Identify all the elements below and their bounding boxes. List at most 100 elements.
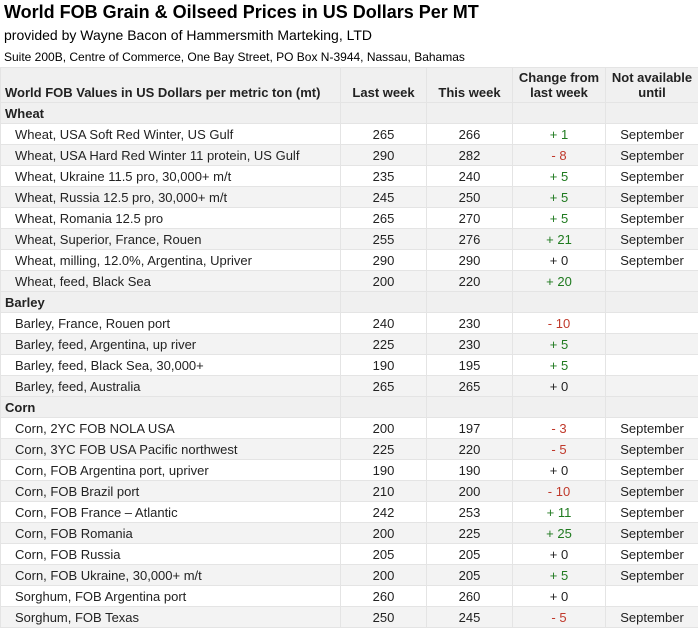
commodity-name-cell: Sorghum, FOB Texas <box>0 606 341 628</box>
table-row: Wheat, Ukraine 11.5 pro, 30,000+ m/t 235 2… <box>0 165 698 187</box>
column-header-not-available: Not available until <box>605 67 698 103</box>
not-available-cell: September <box>605 144 698 166</box>
change-cell: + 5 <box>512 333 606 355</box>
last-week-cell: 200 <box>340 522 427 544</box>
this-week-cell: 250 <box>426 186 513 208</box>
address-line: Suite 200B, Centre of Commerce, One Bay … <box>4 50 465 64</box>
this-week-cell: 220 <box>426 270 513 292</box>
last-week-cell: 200 <box>340 417 427 439</box>
commodity-name-cell: Corn, FOB Romania <box>0 522 341 544</box>
table-row: Wheat, Russia 12.5 pro, 30,000+ m/t 245 25… <box>0 186 698 208</box>
change-cell: + 25 <box>512 522 606 544</box>
last-week-cell: 242 <box>340 501 427 523</box>
this-week-cell: 190 <box>426 459 513 481</box>
table-row: Wheat, USA Soft Red Winter, US Gulf 265 26… <box>0 123 698 145</box>
not-available-cell: September <box>605 501 698 523</box>
this-week-cell: 265 <box>426 375 513 397</box>
not-available-cell: September <box>605 522 698 544</box>
not-available-cell <box>605 375 698 397</box>
last-week-cell: 265 <box>340 207 427 229</box>
change-cell: + 5 <box>512 354 606 376</box>
table-row: Wheat, feed, Black Sea 200 220 + 20 <box>0 270 698 292</box>
table-row: Wheat, USA Hard Red Winter 11 protein, U… <box>0 144 698 166</box>
table-row: Corn, FOB France – Atlantic 242 253 + 11 Sep… <box>0 501 698 523</box>
section-title: Barley <box>0 291 341 313</box>
this-week-cell: 270 <box>426 207 513 229</box>
change-cell: - 10 <box>512 480 606 502</box>
last-week-cell: 265 <box>340 123 427 145</box>
section-empty-cell <box>512 291 606 313</box>
table-row: Corn, FOB Romania 200 225 + 25 September <box>0 522 698 544</box>
column-header-this-week: This week <box>426 67 513 103</box>
commodity-name-cell: Corn, FOB Ukraine, 30,000+ m/t <box>0 564 341 586</box>
commodity-name-cell: Barley, feed, Black Sea, 30,000+ <box>0 354 341 376</box>
section-empty-cell <box>605 102 698 124</box>
table-row: Corn, FOB Argentina port, upriver 190 190 +… <box>0 459 698 481</box>
last-week-cell: 240 <box>340 312 427 334</box>
this-week-cell: 266 <box>426 123 513 145</box>
this-week-cell: 245 <box>426 606 513 628</box>
commodity-name-cell: Corn, FOB Russia <box>0 543 341 565</box>
table-row: Corn, 2YC FOB NOLA USA 200 197- 3 September <box>0 417 698 439</box>
commodity-name-cell: Wheat, milling, 12.0%, Argentina, Uprive… <box>0 249 341 271</box>
this-week-cell: 225 <box>426 522 513 544</box>
change-cell: + 5 <box>512 564 606 586</box>
not-available-cell: September <box>605 417 698 439</box>
commodity-name-cell: Wheat, USA Soft Red Winter, US Gulf <box>0 123 341 145</box>
not-available-cell <box>605 312 698 334</box>
last-week-cell: 260 <box>340 585 427 607</box>
this-week-cell: 240 <box>426 165 513 187</box>
commodity-name-cell: Wheat, USA Hard Red Winter 11 protein, U… <box>0 144 341 166</box>
section-empty-cell <box>340 102 427 124</box>
commodity-name-cell: Barley, feed, Argentina, up river <box>0 333 341 355</box>
last-week-cell: 235 <box>340 165 427 187</box>
last-week-cell: 190 <box>340 459 427 481</box>
not-available-cell: September <box>605 165 698 187</box>
not-available-cell <box>605 354 698 376</box>
commodity-name-cell: Corn, FOB Brazil port <box>0 480 341 502</box>
table-row: Barley, feed, Australia 265 265 + 0 <box>0 375 698 397</box>
section-empty-cell <box>605 396 698 418</box>
change-cell: + 0 <box>512 249 606 271</box>
this-week-cell: 230 <box>426 312 513 334</box>
section-empty-cell <box>605 291 698 313</box>
last-week-cell: 290 <box>340 144 427 166</box>
table-row: Wheat, Romania 12.5 pro 265 270 + 5 Septembe… <box>0 207 698 229</box>
commodity-name-cell: Sorghum, FOB Argentina port <box>0 585 341 607</box>
change-cell: + 0 <box>512 543 606 565</box>
change-cell: - 8 <box>512 144 606 166</box>
last-week-cell: 290 <box>340 249 427 271</box>
not-available-cell <box>605 270 698 292</box>
last-week-cell: 210 <box>340 480 427 502</box>
section-title: Wheat <box>0 102 341 124</box>
not-available-cell <box>605 585 698 607</box>
column-header-last-week: Last week <box>340 67 427 103</box>
change-cell: + 0 <box>512 585 606 607</box>
section-empty-cell <box>512 396 606 418</box>
page-subtitle: provided by Wayne Bacon of Hammersmith M… <box>4 27 373 43</box>
commodity-name-cell: Wheat, Russia 12.5 pro, 30,000+ m/t <box>0 186 341 208</box>
table-row: Corn, 3YC FOB USA Pacific northwest 225 22… <box>0 438 698 460</box>
commodity-name-cell: Corn, 2YC FOB NOLA USA <box>0 417 341 439</box>
section-empty-cell <box>512 102 606 124</box>
last-week-cell: 200 <box>340 270 427 292</box>
this-week-cell: 197 <box>426 417 513 439</box>
this-week-cell: 205 <box>426 543 513 565</box>
this-week-cell: 195 <box>426 354 513 376</box>
table-row: Barley, France, Rouen port 240 230- 10 <box>0 312 698 334</box>
commodity-name-cell: Wheat, Superior, France, Rouen <box>0 228 341 250</box>
table-header-row: World FOB Values in US Dollars per metri… <box>0 67 698 103</box>
section-empty-cell <box>340 291 427 313</box>
not-available-cell: September <box>605 207 698 229</box>
table-row: Corn, FOB Brazil port 210 200- 10 September <box>0 480 698 502</box>
not-available-cell: September <box>605 438 698 460</box>
this-week-cell: 200 <box>426 480 513 502</box>
commodity-name-cell: Barley, France, Rouen port <box>0 312 341 334</box>
commodity-name-cell: Wheat, Ukraine 11.5 pro, 30,000+ m/t <box>0 165 341 187</box>
last-week-cell: 225 <box>340 333 427 355</box>
section-header-corn: Corn <box>0 396 698 418</box>
table-body: Wheat Wheat, USA Soft Red Winter, US Gulf… <box>0 102 698 628</box>
table-row: Corn, FOB Russia 205 205 + 0 September <box>0 543 698 565</box>
section-header-wheat: Wheat <box>0 102 698 124</box>
not-available-cell: September <box>605 123 698 145</box>
